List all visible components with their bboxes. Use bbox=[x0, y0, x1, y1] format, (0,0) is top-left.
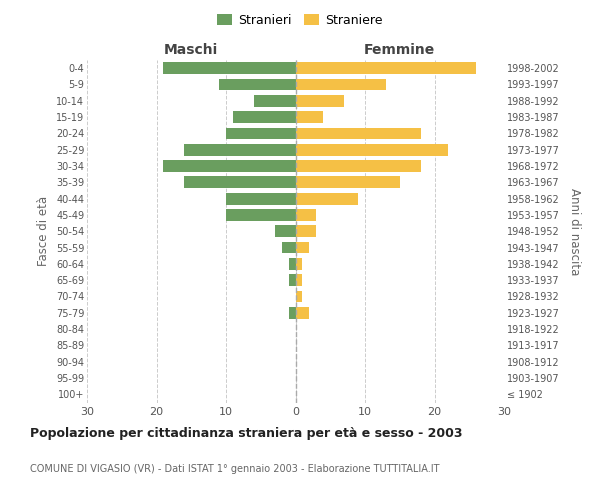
Bar bbox=[296, 193, 358, 204]
Bar bbox=[226, 128, 296, 140]
Y-axis label: Fasce di età: Fasce di età bbox=[37, 196, 50, 266]
Bar bbox=[296, 144, 448, 156]
Bar bbox=[296, 128, 421, 140]
Bar bbox=[296, 242, 310, 254]
Text: COMUNE DI VIGASIO (VR) - Dati ISTAT 1° gennaio 2003 - Elaborazione TUTTITALIA.IT: COMUNE DI VIGASIO (VR) - Dati ISTAT 1° g… bbox=[30, 464, 439, 474]
Bar bbox=[163, 62, 296, 74]
Bar bbox=[233, 111, 296, 123]
Y-axis label: Anni di nascita: Anni di nascita bbox=[568, 188, 581, 275]
Bar bbox=[296, 78, 386, 90]
Bar bbox=[296, 111, 323, 123]
Bar bbox=[296, 62, 476, 74]
Bar bbox=[281, 242, 296, 254]
Bar bbox=[226, 193, 296, 204]
Bar bbox=[296, 160, 421, 172]
Bar bbox=[254, 95, 296, 106]
Bar bbox=[226, 209, 296, 221]
Bar bbox=[289, 307, 296, 318]
Bar bbox=[219, 78, 296, 90]
Bar bbox=[296, 274, 302, 286]
Bar bbox=[289, 258, 296, 270]
Text: Popolazione per cittadinanza straniera per età e sesso - 2003: Popolazione per cittadinanza straniera p… bbox=[30, 428, 463, 440]
Bar bbox=[296, 307, 310, 318]
Bar bbox=[296, 258, 302, 270]
Text: Maschi: Maschi bbox=[164, 44, 218, 58]
Bar bbox=[296, 226, 316, 237]
Text: Femmine: Femmine bbox=[364, 44, 436, 58]
Bar bbox=[275, 226, 296, 237]
Bar bbox=[296, 176, 400, 188]
Bar bbox=[296, 95, 344, 106]
Legend: Stranieri, Straniere: Stranieri, Straniere bbox=[212, 8, 388, 32]
Bar bbox=[296, 290, 302, 302]
Bar bbox=[296, 209, 316, 221]
Bar bbox=[289, 274, 296, 286]
Bar bbox=[184, 144, 296, 156]
Bar bbox=[184, 176, 296, 188]
Bar bbox=[163, 160, 296, 172]
